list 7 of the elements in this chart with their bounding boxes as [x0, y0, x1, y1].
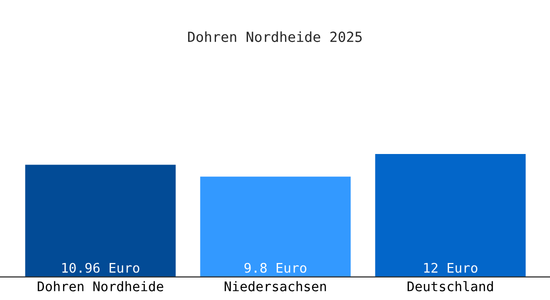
data-label: 9.8 Euro — [244, 262, 306, 273]
x-tick-label: Deutschland — [408, 281, 493, 292]
data-label: 10.96 Euro — [62, 262, 140, 273]
chart-title: Dohren Nordheide 2025 — [188, 31, 362, 42]
data-label: 12 Euro — [424, 262, 478, 273]
x-tick-label: Niedersachsen — [224, 281, 326, 292]
x-tick-label: Dohren Nordheide — [38, 281, 164, 292]
